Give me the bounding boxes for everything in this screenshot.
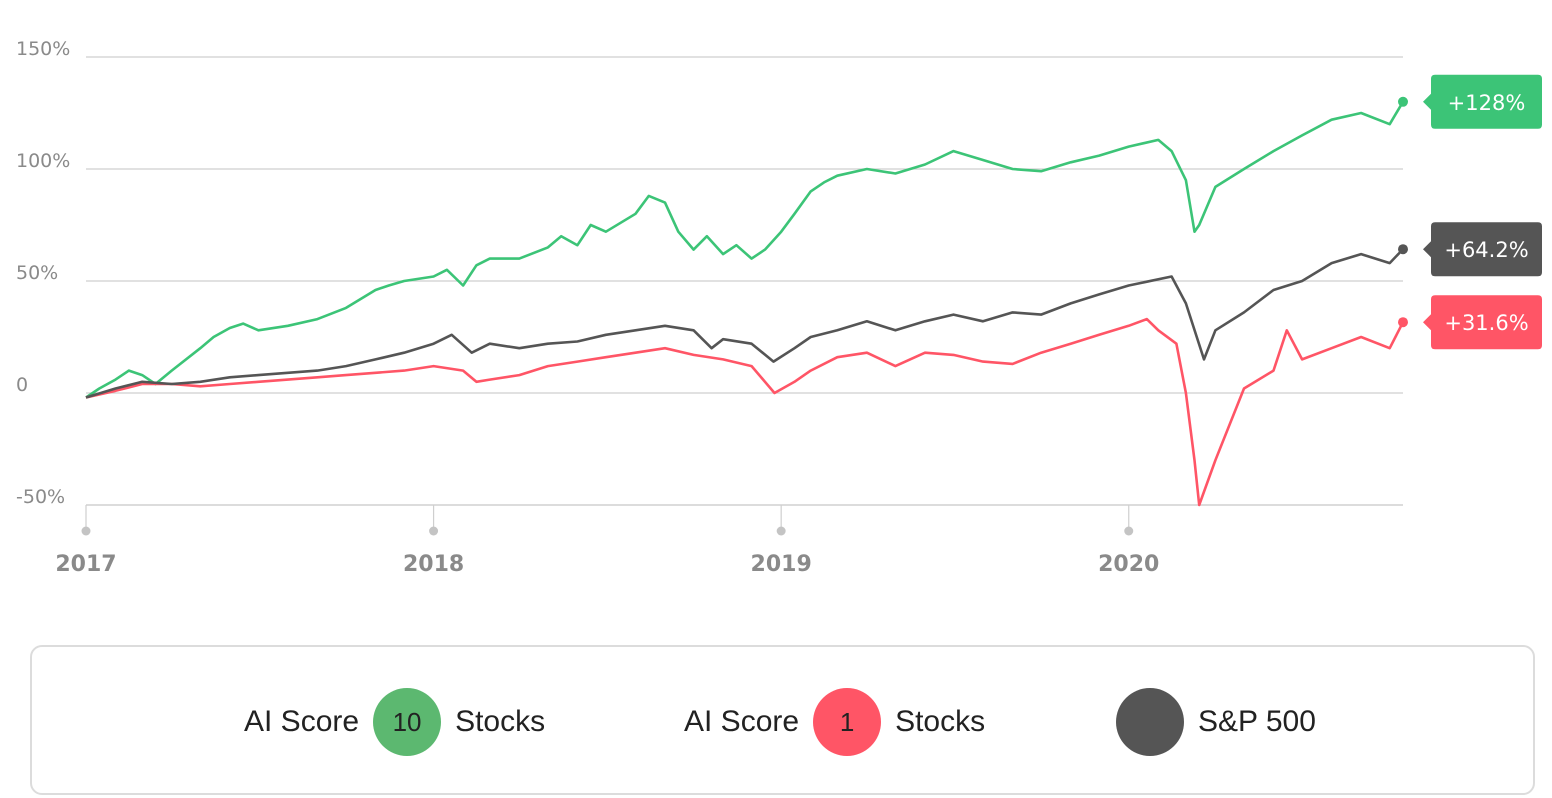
legend-badge-green: 10 <box>373 688 442 756</box>
end-label-text: +31.6% <box>1444 311 1528 335</box>
series-line-sp500 <box>85 248 1404 399</box>
legend-prefix: AI Score <box>244 705 360 738</box>
x-tick-label: 2020 <box>1098 552 1159 577</box>
y-tick-label: 50% <box>16 262 58 284</box>
x-tick-dot <box>1124 526 1134 536</box>
x-tick-label: 2018 <box>403 552 464 577</box>
x-tick-dot <box>776 526 786 536</box>
y-tick-label: 100% <box>16 150 70 172</box>
y-tick-label: 0 <box>16 374 28 396</box>
legend-badge-gray <box>1116 688 1184 756</box>
legend-suffix: Stocks <box>895 705 986 738</box>
end-label-ai1: +31.6% <box>1423 295 1542 350</box>
y-tick-label: 150% <box>16 38 70 60</box>
y-tick-label: -50% <box>16 486 65 508</box>
legend-item-sp500[interactable]: S&P 500 <box>1102 687 1316 757</box>
legend: AI Score 10 Stocks AI Score 1 Stocks S&P… <box>30 645 1535 795</box>
end-label-text: +64.2% <box>1444 238 1528 262</box>
legend-suffix: S&P 500 <box>1198 705 1316 738</box>
end-label-text: +128% <box>1448 91 1526 115</box>
end-label-bg <box>1423 74 1542 129</box>
end-label-ai10: +128% <box>1423 74 1542 129</box>
x-tick-label: 2019 <box>751 552 812 577</box>
series-end-dot-sp500 <box>1398 244 1408 255</box>
end-label-bg <box>1423 222 1542 277</box>
series-end-dot-ai10 <box>1398 96 1408 107</box>
legend-suffix: Stocks <box>455 705 546 738</box>
legend-item-ai-score-1[interactable]: AI Score 1 Stocks <box>684 687 985 757</box>
end-label-bg <box>1423 295 1542 350</box>
legend-item-ai-score-10[interactable]: AI Score 10 Stocks <box>244 687 545 757</box>
legend-badge-red: 1 <box>813 688 882 756</box>
x-tick-dot <box>81 526 91 536</box>
x-tick-label: 2017 <box>55 552 116 577</box>
series-end-dot-ai1 <box>1398 317 1408 328</box>
end-label-sp500: +64.2% <box>1423 222 1542 277</box>
series-line-ai1 <box>85 317 1405 507</box>
legend-prefix: AI Score <box>684 705 800 738</box>
line-chart: 150% 100% 50% 0 -50% 2017 2018 2019 2020 +128% +31… <box>16 38 1542 577</box>
series-line-ai10 <box>85 101 1405 399</box>
x-tick-dot <box>429 526 439 536</box>
